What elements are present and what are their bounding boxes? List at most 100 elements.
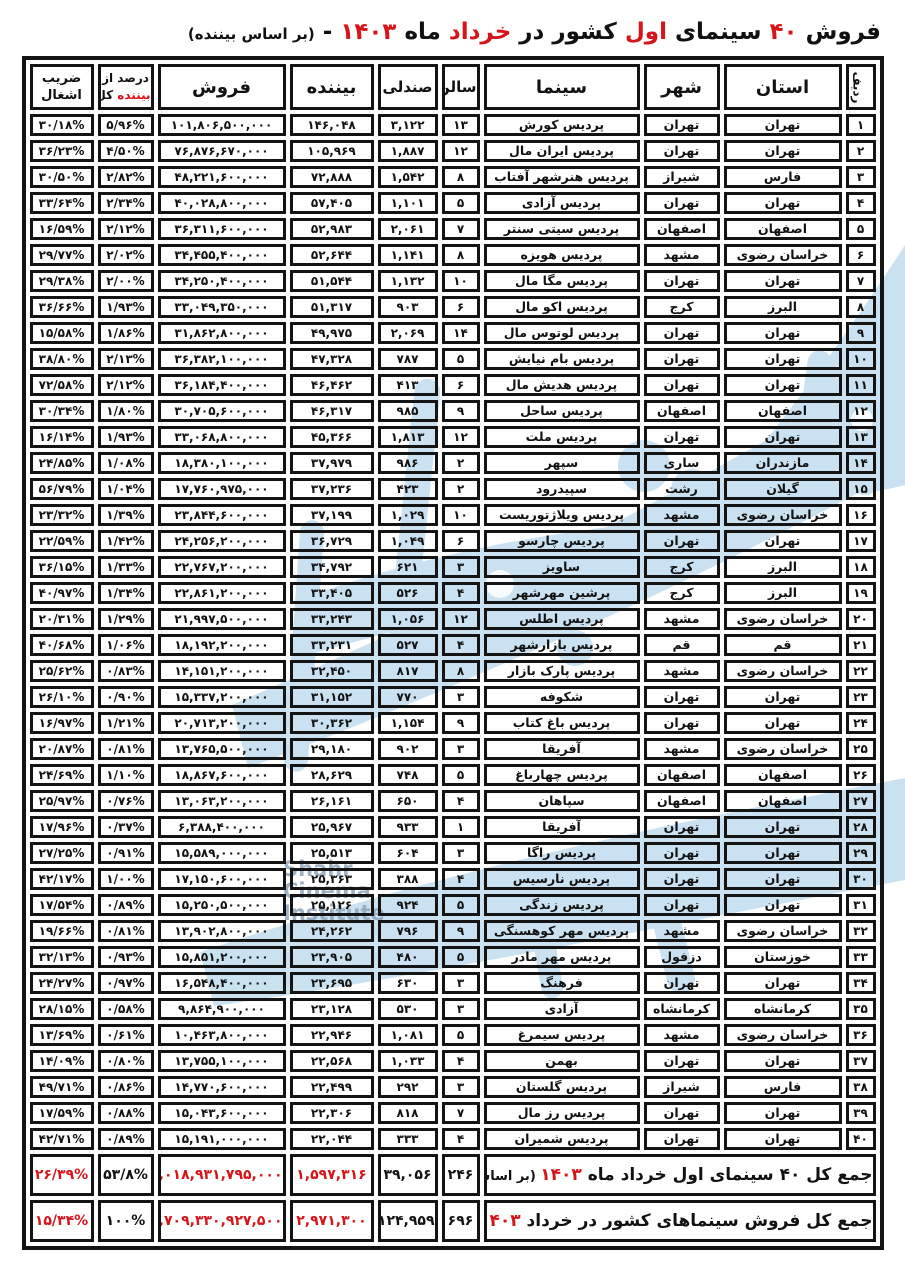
cell-halls: ۶ bbox=[441, 530, 480, 552]
header-rank: ردیف bbox=[845, 64, 876, 110]
cell-viewers: ۵۷,۴۰۵ bbox=[289, 192, 374, 214]
cell-city: تهران bbox=[643, 426, 720, 448]
cell-province: تهران bbox=[723, 374, 842, 396]
cell-province: تهران bbox=[723, 868, 842, 890]
cell-viewers: ۲۲,۳۰۶ bbox=[289, 1102, 374, 1124]
cell-city: اصفهان bbox=[643, 218, 720, 240]
cell-city: شیراز bbox=[643, 166, 720, 188]
cell-occupancy: ۴۹/۷۱% bbox=[29, 1076, 94, 1098]
cell-occupancy: ۲۵/۹۷% bbox=[29, 790, 94, 812]
cell-rank: ۲۹ bbox=[845, 842, 876, 864]
table-row: ۳ فارس شیراز پردیس هنرشهر آفتاب ۸ ۱,۵۴۲ … bbox=[29, 166, 876, 188]
cell-viewers: ۳۴,۷۹۲ bbox=[289, 556, 374, 578]
cell-rank: ۱۳ bbox=[845, 426, 876, 448]
cell-percent-of-total: ۰/۸۹% bbox=[97, 1128, 154, 1150]
cell-sales: ۳۶,۳۸۲,۱۰۰,۰۰۰ bbox=[157, 348, 286, 370]
cell-province: خوزستان bbox=[723, 946, 842, 968]
cell-percent-of-total: ۵/۹۶% bbox=[97, 114, 154, 136]
totals-top40-seats: ۳۹,۰۵۶ bbox=[377, 1154, 438, 1196]
cell-city: تهران bbox=[643, 1050, 720, 1072]
cell-viewers: ۳۳,۲۳۱ bbox=[289, 634, 374, 656]
cell-rank: ۳۶ bbox=[845, 1024, 876, 1046]
cell-viewers: ۳۶,۷۲۹ bbox=[289, 530, 374, 552]
cell-cinema-name: پردیس ایران مال bbox=[483, 140, 640, 162]
cell-viewers: ۳۷,۲۳۶ bbox=[289, 478, 374, 500]
cell-cinema-name: پرشین مهرشهر bbox=[483, 582, 640, 604]
cell-seats: ۴۸۰ bbox=[377, 946, 438, 968]
cell-occupancy: ۲۴/۸۵% bbox=[29, 452, 94, 474]
cell-viewers: ۵۲,۶۴۴ bbox=[289, 244, 374, 266]
cell-cinema-name: پردیس اطلس bbox=[483, 608, 640, 630]
cell-seats: ۹۳۳ bbox=[377, 816, 438, 838]
cell-rank: ۲۱ bbox=[845, 634, 876, 656]
cell-percent-of-total: ۱/۲۹% bbox=[97, 608, 154, 630]
title-part-red: ۱۴۰۳ bbox=[340, 19, 397, 45]
cell-halls: ۵ bbox=[441, 946, 480, 968]
cell-province: تهران bbox=[723, 140, 842, 162]
cell-percent-of-total: ۰/۶۱% bbox=[97, 1024, 154, 1046]
cell-cinema-name: پردیس زندگی bbox=[483, 894, 640, 916]
cell-halls: ۳ bbox=[441, 686, 480, 708]
cell-province: تهران bbox=[723, 322, 842, 344]
cell-occupancy: ۳۶/۶۶% bbox=[29, 296, 94, 318]
cell-province: فارس bbox=[723, 166, 842, 188]
cell-rank: ۲۳ bbox=[845, 686, 876, 708]
cell-halls: ۴ bbox=[441, 868, 480, 890]
cell-occupancy: ۱۳/۶۹% bbox=[29, 1024, 94, 1046]
cell-city: مشهد bbox=[643, 608, 720, 630]
cell-percent-of-total: ۲/۱۲% bbox=[97, 374, 154, 396]
cell-viewers: ۲۵,۹۶۷ bbox=[289, 816, 374, 838]
cell-cinema-name: سپاهان bbox=[483, 790, 640, 812]
cell-province: البرز bbox=[723, 582, 842, 604]
cell-percent-of-total: ۱/۰۴% bbox=[97, 478, 154, 500]
cell-percent-of-total: ۱/۴۲% bbox=[97, 530, 154, 552]
title-part-red: ۴۰ bbox=[769, 19, 798, 45]
cell-cinema-name: بهمن bbox=[483, 1050, 640, 1072]
cell-occupancy: ۳۰/۳۴% bbox=[29, 400, 94, 422]
cell-sales: ۱۵,۵۸۹,۰۰۰,۰۰۰ bbox=[157, 842, 286, 864]
cell-city: تهران bbox=[643, 348, 720, 370]
header-seats: صندلی bbox=[377, 64, 438, 110]
cell-rank: ۶ bbox=[845, 244, 876, 266]
table-row: ۹ تهران تهران پردیس لوتوس مال ۱۴ ۲,۰۶۹ ۴… bbox=[29, 322, 876, 344]
cell-province: خراسان رضوی bbox=[723, 504, 842, 526]
cell-cinema-name: پردیس بازارشهر bbox=[483, 634, 640, 656]
cell-city: کرج bbox=[643, 296, 720, 318]
cell-halls: ۵ bbox=[441, 894, 480, 916]
cell-viewers: ۳۷,۹۷۹ bbox=[289, 452, 374, 474]
cell-seats: ۱,۰۲۹ bbox=[377, 504, 438, 526]
table-row: ۲۱ قم قم پردیس بازارشهر ۴ ۵۲۷ ۳۳,۲۳۱ ۱۸,… bbox=[29, 634, 876, 656]
cell-halls: ۲ bbox=[441, 478, 480, 500]
table-row: ۶ خراسان رضوی مشهد پردیس هویزه ۸ ۱,۱۴۱ ۵… bbox=[29, 244, 876, 266]
cell-occupancy: ۲۴/۲۷% bbox=[29, 972, 94, 994]
cell-viewers: ۳۷,۱۹۹ bbox=[289, 504, 374, 526]
header-viewers: بیننده bbox=[289, 64, 374, 110]
cell-viewers: ۴۷,۳۲۸ bbox=[289, 348, 374, 370]
cell-seats: ۹۲۴ bbox=[377, 894, 438, 916]
cell-halls: ۳ bbox=[441, 556, 480, 578]
cell-cinema-name: پردیس ویلاژتوریست bbox=[483, 504, 640, 526]
totals-country-occupancy: ۱۵/۳۴% bbox=[29, 1200, 94, 1242]
title-part-red: خرداد bbox=[448, 19, 512, 45]
cell-viewers: ۵۱,۵۴۴ bbox=[289, 270, 374, 292]
cell-percent-of-total: ۲/۰۲% bbox=[97, 244, 154, 266]
cell-seats: ۶۰۴ bbox=[377, 842, 438, 864]
cell-sales: ۲۲,۸۶۱,۲۰۰,۰۰۰ bbox=[157, 582, 286, 604]
table-row: ۱۱ تهران تهران پردیس هدیش مال ۶ ۴۱۳ ۴۶,۴… bbox=[29, 374, 876, 396]
cell-occupancy: ۱۶/۹۷% bbox=[29, 712, 94, 734]
cell-rank: ۳۸ bbox=[845, 1076, 876, 1098]
cell-cinema-name: پردیس مهر کوهسنگی bbox=[483, 920, 640, 942]
cell-rank: ۲۰ bbox=[845, 608, 876, 630]
cell-occupancy: ۴۰/۹۷% bbox=[29, 582, 94, 604]
cell-occupancy: ۲۴/۶۹% bbox=[29, 764, 94, 786]
cell-seats: ۶۳۰ bbox=[377, 972, 438, 994]
cell-cinema-name: فرهنگ bbox=[483, 972, 640, 994]
cell-percent-of-total: ۰/۸۱% bbox=[97, 738, 154, 760]
cell-seats: ۲,۰۶۱ bbox=[377, 218, 438, 240]
cell-viewers: ۲۳,۶۹۵ bbox=[289, 972, 374, 994]
cell-occupancy: ۱۵/۵۸% bbox=[29, 322, 94, 344]
cell-occupancy: ۲۶/۱۰% bbox=[29, 686, 94, 708]
cell-occupancy: ۵۶/۷۹% bbox=[29, 478, 94, 500]
cell-cinema-name: پردیس هنرشهر آفتاب bbox=[483, 166, 640, 188]
table-row: ۱ تهران تهران پردیس کورش ۱۳ ۳,۱۲۲ ۱۴۶,۰۴… bbox=[29, 114, 876, 136]
